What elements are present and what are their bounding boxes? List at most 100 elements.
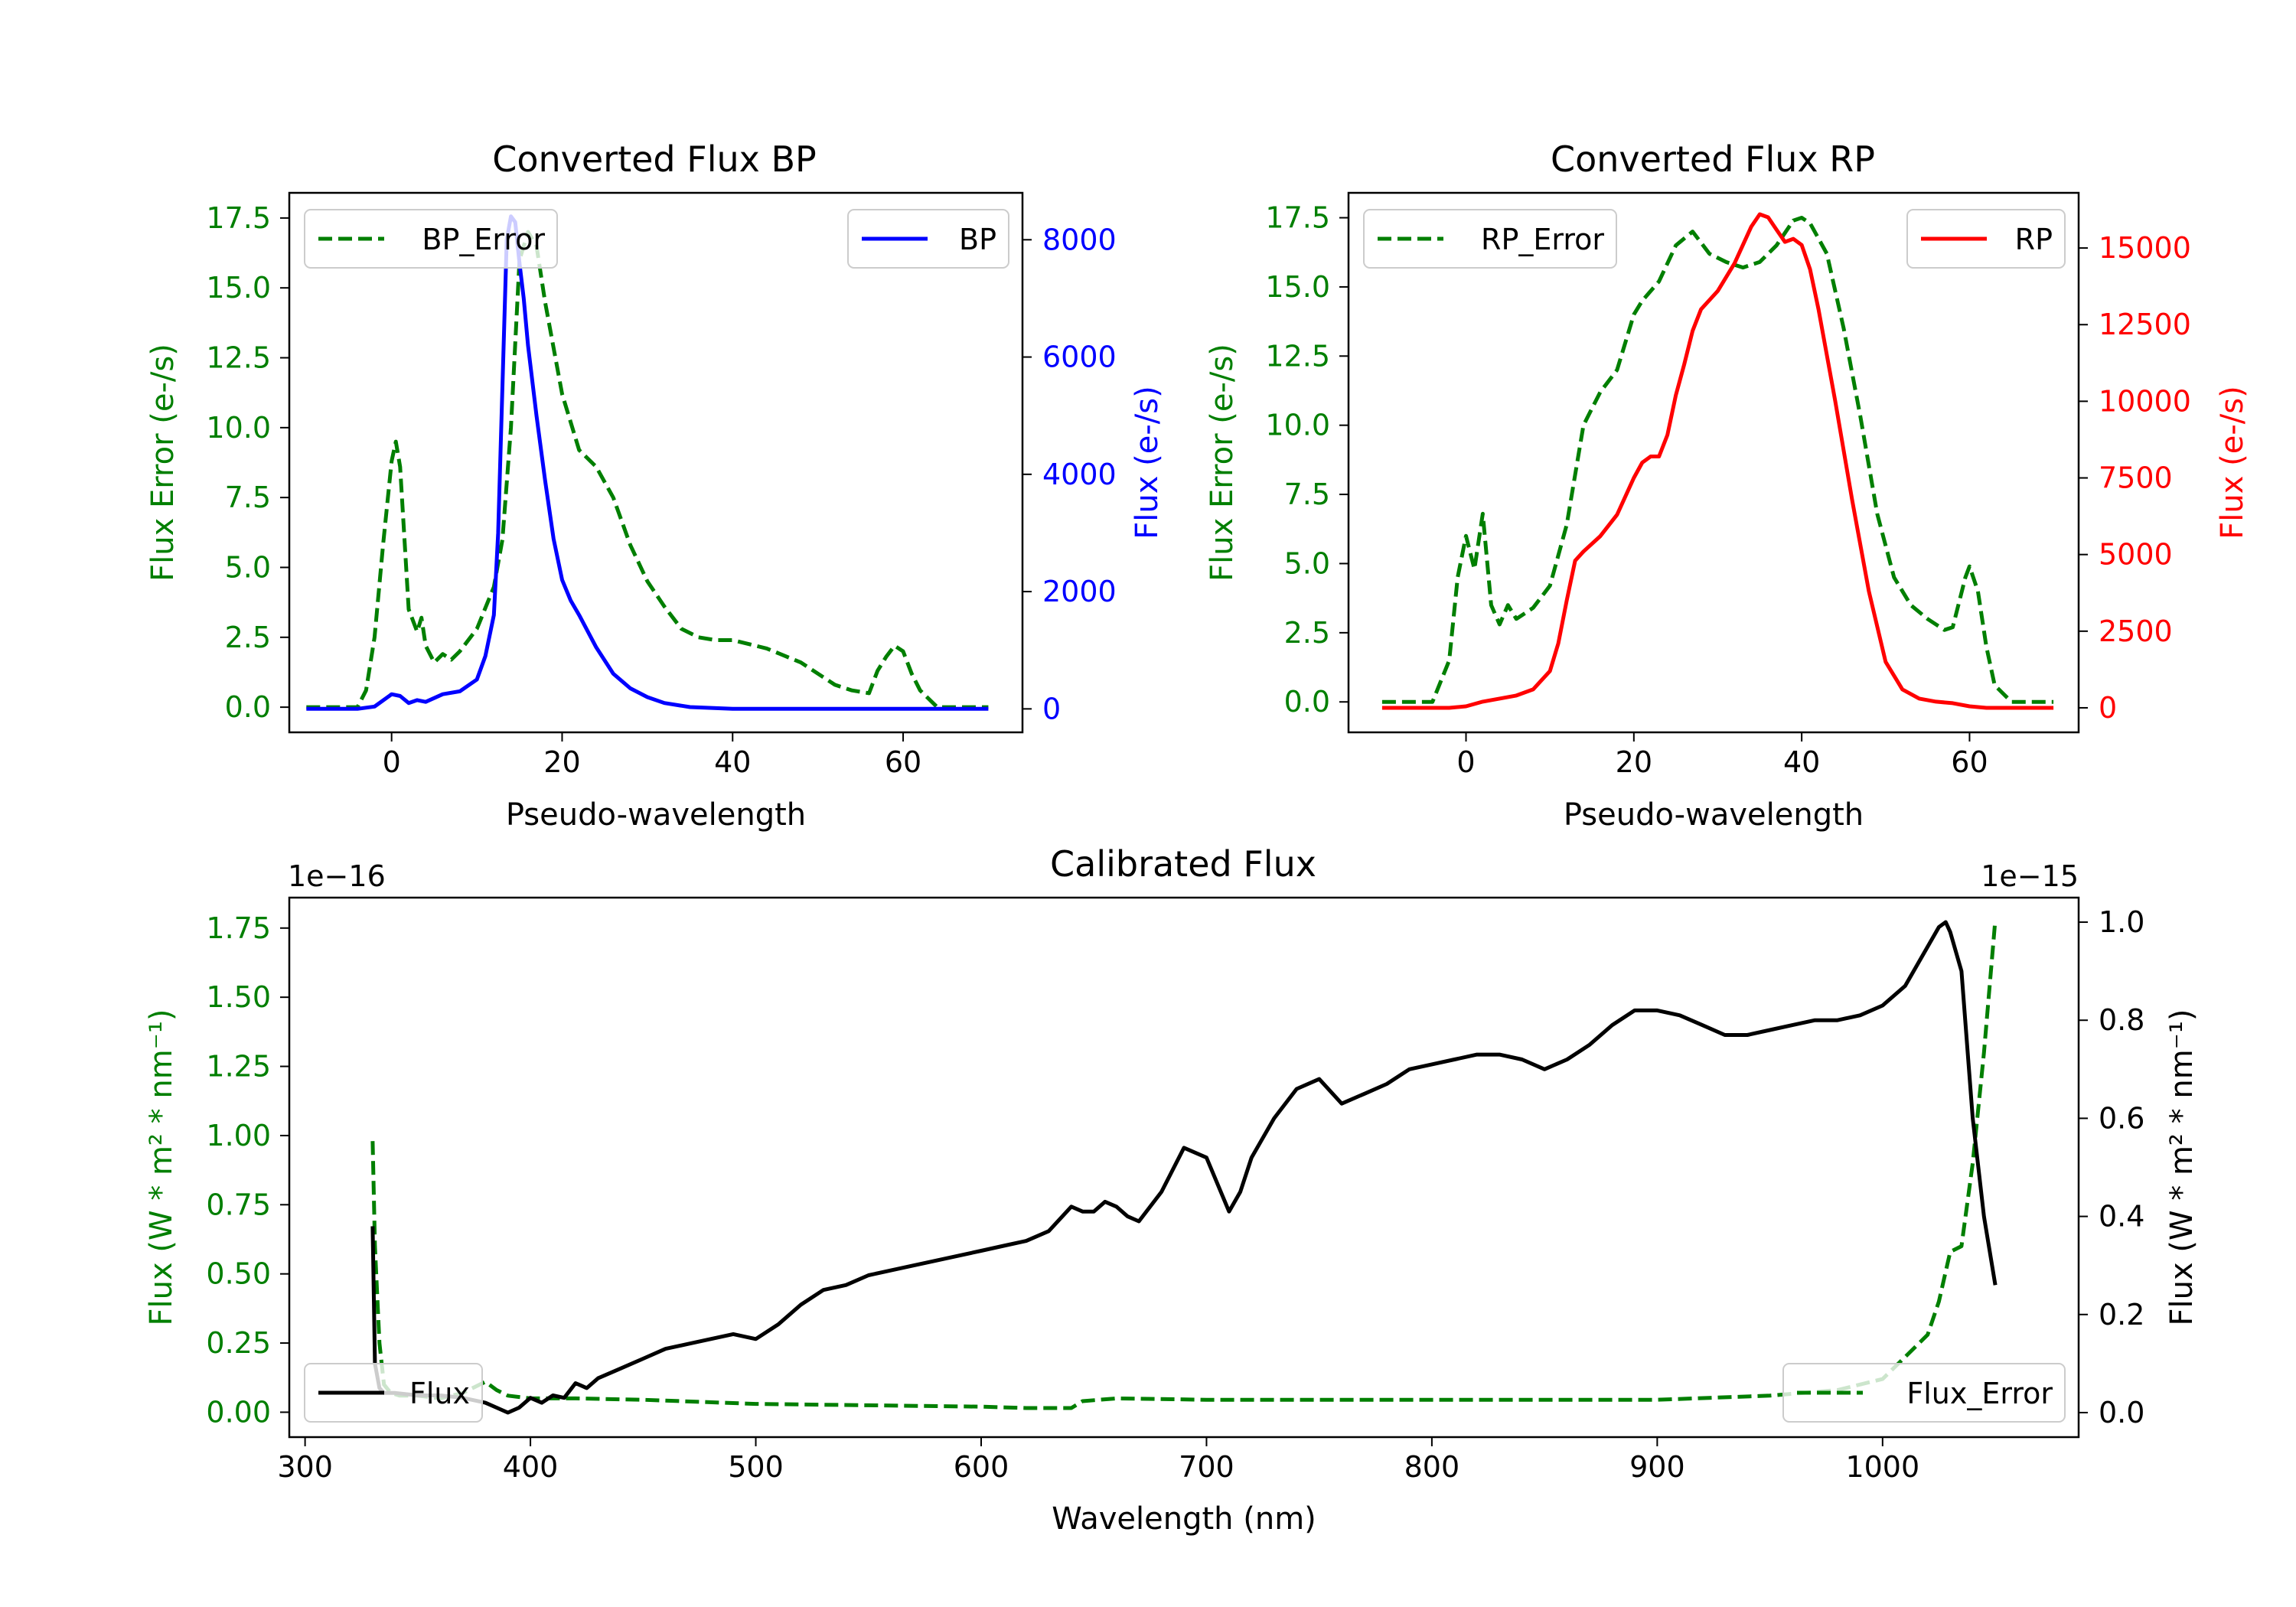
bp-right-axis-label: Flux (e-/s)	[1130, 386, 1165, 539]
cal-left-tick-label: 1.50	[206, 980, 271, 1014]
rp-left-tick-label: 17.5	[1265, 201, 1330, 235]
bp-series-bp-error	[306, 230, 989, 709]
cal-x-axis-label: Wavelength (nm)	[1052, 1501, 1316, 1537]
calibrated-title: Calibrated Flux	[1050, 843, 1316, 885]
bp-left-tick-label: 7.5	[225, 481, 271, 514]
panel-rp: Converted Flux RP 0 20 40 60 0.0 2.5 5.0 7.5 10.…	[1205, 139, 2250, 833]
rp-left-tick-label: 15.0	[1265, 270, 1330, 304]
bp-legend-bp: BP	[847, 209, 1009, 269]
cal-series-flux	[370, 920, 1998, 1415]
calibrated-plot-area: 300 400 500 600 700 800 900 1000 0.00 0.25 0.50 0.7…	[144, 896, 2200, 1537]
cal-left-tick-label: 1.00	[206, 1119, 271, 1152]
rp-right-tick-label: 2500	[2099, 614, 2173, 648]
cal-x-tick-label: 1000	[1845, 1450, 1919, 1484]
cal-left-tick-label: 1.75	[206, 911, 271, 945]
cal-right-tick-label: 0.4	[2099, 1200, 2144, 1234]
cal-right-tick-label: 0.0	[2099, 1396, 2144, 1429]
panel-calibrated: Calibrated Flux 1e−16 1e−15 300 400 500 600…	[144, 843, 2200, 1537]
cal-left-tick-label: 0.75	[206, 1188, 271, 1221]
rp-left-tick-label: 7.5	[1284, 478, 1330, 511]
rp-left-tick-label: 5.0	[1284, 546, 1330, 580]
legend-box	[847, 209, 1009, 269]
bp-plot-area: 0 20 40 60 0.0 2.5 5.0 7.5 10.0 12.5 15.0 17.5 0 2000…	[145, 191, 1165, 833]
bp-left-tick-label: 15.0	[206, 271, 271, 305]
bp-left-tick-label: 2.5	[225, 621, 271, 654]
calibrated-right-multiplier: 1e−15	[1981, 859, 2079, 893]
cal-x-tick-label: 500	[728, 1450, 784, 1484]
rp-right-tick-label: 15000	[2099, 231, 2191, 265]
cal-right-tick-label: 1.0	[2099, 905, 2144, 939]
cal-x-tick-label: 400	[503, 1450, 559, 1484]
bp-title: Converted Flux BP	[492, 139, 817, 180]
cal-x-tick-label: 700	[1179, 1450, 1234, 1484]
cal-x-tick-label: 800	[1404, 1450, 1460, 1484]
rp-left-tick-label: 2.5	[1284, 616, 1330, 650]
rp-axes-frame	[1347, 191, 2080, 734]
legend-box	[1782, 1363, 2066, 1423]
cal-legend-flux: Flux	[304, 1363, 483, 1423]
rp-series-rp	[1381, 212, 2054, 710]
rp-x-tick-label: 0	[1456, 745, 1475, 779]
bp-left-tick-label: 0.0	[225, 690, 271, 724]
legend-label: RP	[2015, 223, 2053, 256]
bp-x-tick-label: 60	[885, 745, 921, 779]
legend-label: BP_Error	[422, 223, 545, 256]
rp-left-tick-label: 12.5	[1265, 339, 1330, 373]
cal-left-tick-label: 1.25	[206, 1050, 271, 1084]
cal-axes-frame	[288, 896, 2080, 1439]
panel-bp: Converted Flux BP 0 20 40 60 0.0 2.5 5.0 7.5 10.…	[145, 139, 1165, 833]
bp-x-tick-label: 20	[543, 745, 580, 779]
bp-right-tick-label: 4000	[1042, 458, 1117, 491]
legend-label: Flux	[409, 1377, 470, 1410]
bp-left-axis-label: Flux Error (e-/s)	[145, 344, 181, 582]
legend-label: BP	[959, 223, 996, 256]
rp-right-axis-label: Flux (e-/s)	[2215, 386, 2250, 539]
cal-x-tick-label: 600	[954, 1450, 1009, 1484]
legend-box	[1363, 209, 1617, 269]
bp-x-axis-label: Pseudo-wavelength	[506, 797, 806, 833]
cal-x-tick-label: 900	[1629, 1450, 1685, 1484]
legend-label: Flux_Error	[1906, 1377, 2053, 1410]
bp-right-tick-label: 6000	[1042, 341, 1117, 374]
rp-title: Converted Flux RP	[1551, 139, 1875, 180]
rp-x-axis-label: Pseudo-wavelength	[1564, 797, 1864, 833]
rp-right-tick-label: 7500	[2099, 461, 2173, 495]
rp-left-axis-label: Flux Error (e-/s)	[1205, 344, 1240, 582]
rp-legend-rp-error: RP_Error	[1363, 209, 1617, 269]
cal-right-tick-label: 0.8	[2099, 1003, 2144, 1037]
rp-plot-area: 0 20 40 60 0.0 2.5 5.0 7.5 10.0 12.5 15.0 17.5 0 2500…	[1205, 191, 2250, 833]
calibrated-left-multiplier: 1e−16	[288, 859, 386, 893]
rp-left-tick-label: 0.0	[1284, 685, 1330, 719]
bp-left-tick-label: 17.5	[206, 201, 271, 235]
cal-legend-flux-error: Flux_Error	[1782, 1363, 2066, 1423]
cal-left-tick-label: 0.25	[206, 1326, 271, 1360]
bp-left-tick-label: 5.0	[225, 550, 271, 584]
bp-left-tick-label: 10.0	[206, 411, 271, 445]
rp-right-tick-label: 12500	[2099, 308, 2191, 341]
cal-left-tick-label: 0.00	[206, 1395, 271, 1429]
bp-legend-bp-error: BP_Error	[304, 209, 558, 269]
rp-series-rp-error	[1381, 216, 2054, 704]
cal-right-tick-label: 0.2	[2099, 1298, 2144, 1332]
legend-label: RP_Error	[1481, 223, 1604, 256]
rp-right-tick-label: 0	[2099, 691, 2117, 725]
bp-right-tick-label: 2000	[1042, 575, 1117, 608]
bp-x-tick-label: 40	[714, 745, 751, 779]
bp-x-tick-label: 0	[383, 745, 401, 779]
bp-right-tick-label: 0	[1042, 692, 1061, 725]
cal-right-axis-label: Flux (W * m² * nm⁻¹)	[2164, 1009, 2200, 1326]
legend-box	[304, 1363, 483, 1423]
legend-box	[304, 209, 558, 269]
cal-right-tick-label: 0.6	[2099, 1101, 2144, 1135]
rp-x-tick-label: 40	[1783, 745, 1820, 779]
rp-right-tick-label: 5000	[2099, 538, 2173, 572]
cal-x-tick-label: 300	[277, 1450, 333, 1484]
rp-left-tick-label: 10.0	[1265, 409, 1330, 442]
rp-legend-rp: RP	[1906, 209, 2066, 269]
rp-right-tick-label: 10000	[2099, 384, 2191, 418]
rp-x-tick-label: 20	[1616, 745, 1652, 779]
bp-right-tick-label: 8000	[1042, 223, 1117, 256]
rp-x-tick-label: 60	[1951, 745, 1988, 779]
cal-left-axis-label: Flux (W * m² * nm⁻¹)	[144, 1009, 179, 1326]
